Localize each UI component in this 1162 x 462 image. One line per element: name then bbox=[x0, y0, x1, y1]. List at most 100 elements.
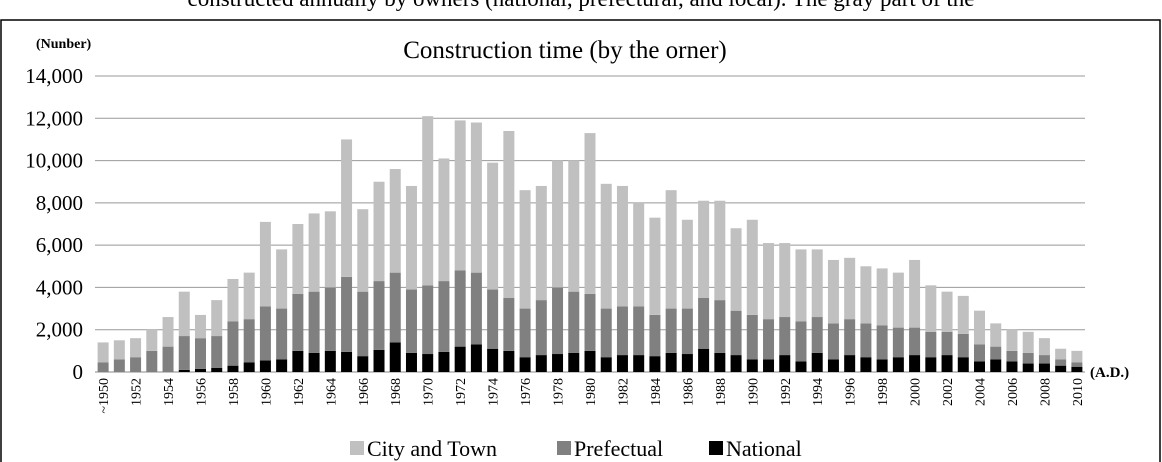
bar-segment bbox=[698, 348, 710, 372]
bar-segment bbox=[795, 321, 807, 362]
header-text: constructed annually by owners (national… bbox=[187, 0, 974, 11]
bar-segment bbox=[292, 350, 304, 372]
bar-segment bbox=[341, 351, 353, 372]
bar-segment bbox=[292, 293, 304, 351]
bar-segment bbox=[243, 319, 255, 363]
x-tick-label: 2000 bbox=[909, 378, 924, 406]
y-tick-label: 8,000 bbox=[36, 191, 83, 215]
x-tick-label: 1952 bbox=[130, 378, 145, 406]
x-tick-label: 1974 bbox=[487, 378, 502, 406]
bar-segment bbox=[1071, 362, 1083, 367]
bar-segment bbox=[487, 162, 499, 290]
bar-segment bbox=[990, 346, 1002, 360]
bar-segment bbox=[860, 266, 872, 324]
x-tick-label: 1972 bbox=[454, 378, 469, 406]
bar-segment bbox=[438, 281, 450, 352]
bar-segment bbox=[1038, 363, 1050, 372]
chart-title: Construction time (by the orner) bbox=[403, 37, 727, 64]
bar-segment bbox=[162, 317, 174, 347]
bar-segment bbox=[1055, 359, 1067, 366]
bar-segment bbox=[470, 122, 482, 273]
x-tick-label: 1978 bbox=[552, 378, 567, 406]
bar-segment bbox=[860, 357, 872, 372]
bar-segment bbox=[844, 355, 856, 372]
x-tick-label: 2008 bbox=[1038, 378, 1053, 406]
bar-segment bbox=[681, 219, 693, 309]
bar-segment bbox=[519, 308, 531, 358]
x-tick-label: 1970 bbox=[422, 378, 437, 406]
x-tick-label: 1990 bbox=[746, 378, 761, 406]
bar-segment bbox=[714, 300, 726, 353]
bar-segment bbox=[1006, 361, 1018, 372]
x-tick-label: 1962 bbox=[292, 378, 307, 406]
bar-segment bbox=[308, 352, 320, 372]
bar-segment bbox=[438, 351, 450, 372]
bar-segment bbox=[357, 291, 369, 357]
bar-segment bbox=[714, 200, 726, 301]
bar-segment bbox=[746, 314, 758, 360]
bar-segment bbox=[308, 213, 320, 292]
bar-segment bbox=[746, 359, 758, 372]
bar-segment bbox=[941, 331, 953, 356]
bar-segment bbox=[957, 295, 969, 334]
bar-segment bbox=[422, 285, 434, 355]
bar-segment bbox=[698, 298, 710, 349]
bar-segment bbox=[243, 362, 255, 372]
bar-segment bbox=[535, 300, 547, 356]
bar-segment bbox=[665, 190, 677, 309]
bar-segment bbox=[211, 336, 223, 368]
bar-segment bbox=[974, 361, 986, 372]
bar-segment bbox=[194, 368, 206, 372]
bar-segment bbox=[535, 185, 547, 301]
bar-segment bbox=[292, 224, 304, 294]
x-tick-label: 1980 bbox=[584, 378, 599, 406]
bar-segment bbox=[519, 357, 531, 372]
bar-segment bbox=[276, 359, 288, 372]
bar-segment bbox=[422, 354, 434, 372]
legend-label: Prefectual bbox=[574, 436, 663, 461]
bar-segment bbox=[925, 357, 937, 372]
bar-segment bbox=[795, 361, 807, 372]
bar-segment bbox=[422, 116, 434, 286]
x-tick-label: 1964 bbox=[324, 378, 339, 406]
bar-segment bbox=[584, 133, 596, 294]
x-tick-label: 1976 bbox=[519, 378, 534, 406]
bar-segment bbox=[811, 249, 823, 318]
bar-segment bbox=[941, 355, 953, 372]
x-tick-label: 1992 bbox=[779, 378, 794, 406]
bar-segment bbox=[665, 308, 677, 353]
bar-segment bbox=[925, 331, 937, 358]
bar-segment bbox=[178, 291, 190, 337]
bar-segment bbox=[259, 360, 271, 372]
bar-segment bbox=[990, 323, 1002, 347]
bar-segment bbox=[876, 359, 888, 372]
bar-segment bbox=[892, 272, 904, 328]
bar-segment bbox=[763, 319, 775, 360]
bar-segment bbox=[113, 340, 125, 360]
x-tick-label: 2010 bbox=[1071, 378, 1086, 406]
x-tick-label: ~1950 bbox=[97, 378, 112, 414]
legend-label: National bbox=[726, 436, 802, 461]
bar-segment bbox=[97, 362, 109, 372]
bar-segment bbox=[389, 342, 401, 372]
legend-swatch bbox=[350, 441, 364, 455]
y-tick-label: 4,000 bbox=[36, 275, 83, 299]
bar-segment bbox=[535, 355, 547, 372]
bar-segment bbox=[211, 300, 223, 337]
bar-segment bbox=[600, 308, 612, 358]
bar-segment bbox=[974, 310, 986, 345]
bar-segment bbox=[1038, 355, 1050, 364]
bar-segment bbox=[568, 291, 580, 353]
bar-segment bbox=[860, 323, 872, 358]
bar-segment bbox=[97, 342, 109, 363]
bar-segment bbox=[616, 306, 628, 356]
bar-segment bbox=[178, 336, 190, 370]
bar-segment bbox=[763, 359, 775, 372]
bar-segment bbox=[259, 221, 271, 307]
bar-segment bbox=[276, 308, 288, 360]
bar-segment bbox=[113, 359, 125, 372]
bar-segment bbox=[633, 202, 645, 307]
x-tick-label: 1960 bbox=[259, 378, 274, 406]
bar-segment bbox=[909, 259, 921, 328]
bar-segment bbox=[568, 160, 580, 292]
